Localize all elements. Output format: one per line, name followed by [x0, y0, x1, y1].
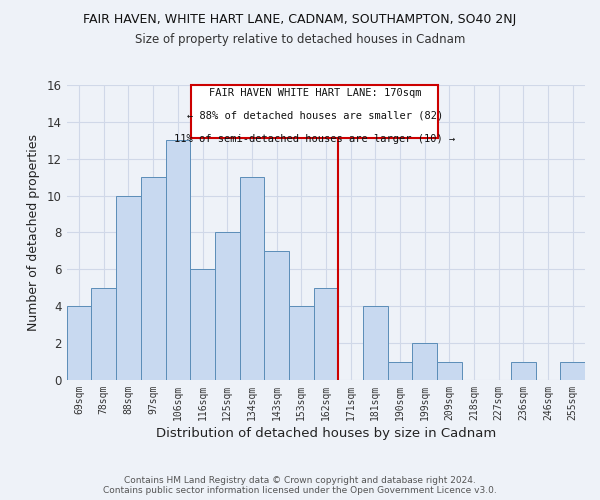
Bar	[141, 177, 166, 380]
Bar	[215, 232, 239, 380]
Text: Size of property relative to detached houses in Cadnam: Size of property relative to detached ho…	[135, 32, 465, 46]
Text: Contains HM Land Registry data © Crown copyright and database right 2024.: Contains HM Land Registry data © Crown c…	[124, 476, 476, 485]
Text: Contains public sector information licensed under the Open Government Licence v3: Contains public sector information licen…	[103, 486, 497, 495]
Bar	[363, 306, 388, 380]
Bar	[264, 251, 289, 380]
Bar	[289, 306, 314, 380]
Text: FAIR HAVEN, WHITE HART LANE, CADNAM, SOUTHAMPTON, SO40 2NJ: FAIR HAVEN, WHITE HART LANE, CADNAM, SOU…	[83, 12, 517, 26]
Bar	[511, 362, 536, 380]
Y-axis label: Number of detached properties: Number of detached properties	[27, 134, 40, 331]
Bar	[388, 362, 412, 380]
Bar	[239, 177, 264, 380]
Bar	[116, 196, 141, 380]
Bar	[437, 362, 461, 380]
Text: 11% of semi-detached houses are larger (10) →: 11% of semi-detached houses are larger (…	[174, 134, 455, 143]
Bar	[67, 306, 91, 380]
FancyBboxPatch shape	[191, 85, 438, 138]
Bar	[412, 343, 437, 380]
Bar	[91, 288, 116, 380]
Bar	[190, 270, 215, 380]
Bar	[166, 140, 190, 380]
Text: ← 88% of detached houses are smaller (82): ← 88% of detached houses are smaller (82…	[187, 110, 443, 120]
Text: FAIR HAVEN WHITE HART LANE: 170sqm: FAIR HAVEN WHITE HART LANE: 170sqm	[209, 88, 421, 98]
Bar	[560, 362, 585, 380]
X-axis label: Distribution of detached houses by size in Cadnam: Distribution of detached houses by size …	[156, 427, 496, 440]
Bar	[314, 288, 338, 380]
